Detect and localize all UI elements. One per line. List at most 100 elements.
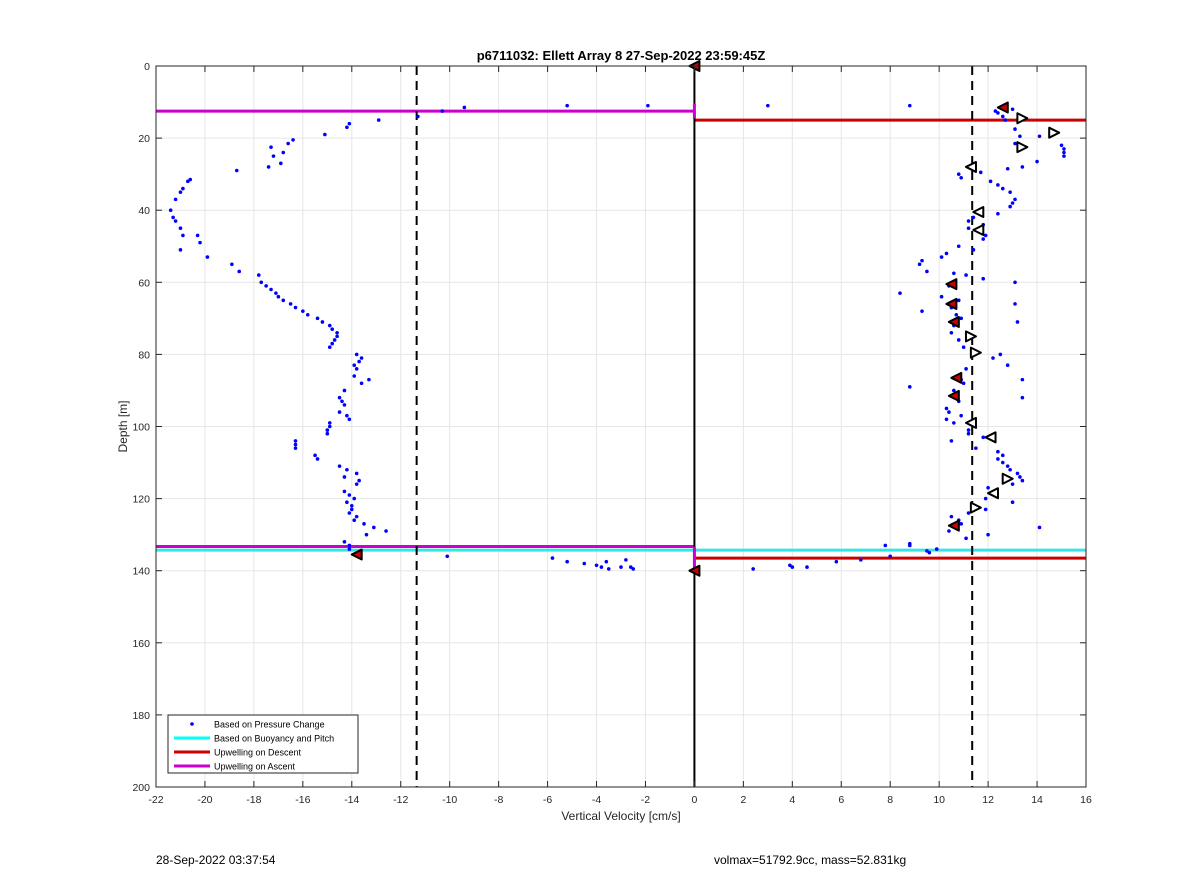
pressure-point bbox=[959, 413, 963, 418]
pressure-point bbox=[1062, 154, 1066, 158]
triangle-marker bbox=[945, 278, 958, 291]
y-tick-label: 20 bbox=[138, 133, 150, 145]
legend-label: Based on Pressure Change bbox=[214, 720, 325, 730]
pressure-point bbox=[966, 428, 971, 432]
pressure-point bbox=[181, 233, 185, 238]
pressure-point bbox=[327, 323, 332, 328]
pressure-point bbox=[354, 471, 359, 476]
pressure-point bbox=[1013, 197, 1017, 202]
pressure-point bbox=[917, 262, 922, 267]
x-tick-label: 12 bbox=[982, 794, 994, 806]
pressure-point bbox=[952, 271, 956, 276]
triangle-marker bbox=[996, 101, 1009, 114]
triangle-marker bbox=[969, 501, 982, 514]
pressure-point bbox=[1020, 478, 1025, 483]
pressure-point bbox=[907, 385, 912, 389]
pressure-point bbox=[1005, 166, 1010, 171]
pressure-point bbox=[349, 507, 354, 512]
pressure-point bbox=[345, 413, 349, 418]
triangle-marker bbox=[1001, 472, 1014, 485]
pressure-point bbox=[325, 428, 330, 432]
y-tick-label: 140 bbox=[132, 566, 150, 578]
pressure-point bbox=[996, 183, 1000, 187]
pressure-point bbox=[259, 280, 264, 285]
x-tick-label: -6 bbox=[543, 794, 552, 806]
pressure-point bbox=[264, 284, 268, 288]
pressure-point bbox=[751, 567, 755, 571]
pressure-point bbox=[335, 330, 339, 335]
pressure-point bbox=[354, 367, 359, 371]
pressure-point bbox=[947, 529, 951, 533]
pressure-point bbox=[347, 511, 352, 515]
pressure-point bbox=[195, 233, 200, 238]
y-tick-label: 60 bbox=[138, 277, 150, 289]
x-tick-label: -16 bbox=[295, 794, 310, 806]
pressure-point bbox=[983, 507, 988, 512]
pressure-point bbox=[959, 522, 963, 526]
pressure-point bbox=[646, 103, 650, 108]
pressure-point bbox=[327, 421, 332, 425]
pressure-point bbox=[1003, 118, 1008, 122]
horizontal-lines bbox=[156, 109, 1086, 560]
pressure-point bbox=[952, 421, 956, 425]
triangle-marker bbox=[969, 346, 982, 359]
y-tick-label: 180 bbox=[132, 710, 150, 722]
pressure-point bbox=[352, 363, 357, 368]
pressure-point bbox=[898, 291, 902, 295]
pressure-point bbox=[384, 529, 388, 533]
pressure-point bbox=[1008, 204, 1012, 209]
pressure-point bbox=[1013, 127, 1017, 131]
x-tick-label: 10 bbox=[933, 794, 945, 806]
pressure-point bbox=[171, 215, 175, 220]
pressure-point bbox=[956, 172, 961, 176]
pressure-point bbox=[178, 248, 183, 252]
pressure-point bbox=[1037, 525, 1042, 530]
x-tick-label: 0 bbox=[691, 794, 697, 806]
y-tick-label: 40 bbox=[138, 205, 150, 217]
x-axis-label: Vertical Velocity [cm/s] bbox=[561, 809, 680, 823]
pressure-point bbox=[944, 406, 949, 411]
pressure-point bbox=[998, 352, 1003, 357]
footer-timestamp: 28-Sep-2022 03:37:54 bbox=[156, 853, 276, 867]
x-tick-label: -10 bbox=[442, 794, 457, 806]
pressure-point bbox=[1005, 464, 1010, 468]
triangle-marker bbox=[984, 431, 997, 444]
pressure-point bbox=[327, 424, 332, 429]
pressure-point bbox=[315, 457, 320, 461]
legend-label: Upwelling on Descent bbox=[214, 748, 302, 758]
pressure-point bbox=[188, 177, 193, 182]
pressure-point bbox=[1020, 377, 1025, 382]
y-tick-label: 100 bbox=[132, 422, 150, 434]
pressure-point bbox=[1010, 201, 1015, 205]
pressure-point bbox=[925, 549, 929, 553]
pressure-point bbox=[1005, 363, 1010, 368]
legend-box bbox=[167, 714, 359, 774]
pressure-point bbox=[971, 215, 976, 220]
pressure-point bbox=[342, 540, 347, 544]
pressure-point bbox=[1059, 143, 1064, 148]
pressure-point bbox=[342, 388, 347, 393]
pressure-point bbox=[234, 168, 239, 173]
pressure-point bbox=[991, 356, 995, 360]
pressure-point bbox=[1000, 460, 1005, 465]
pressure-point bbox=[981, 435, 986, 440]
pressure-point bbox=[364, 532, 369, 537]
triangle-marker bbox=[987, 487, 999, 500]
pressure-point bbox=[340, 399, 344, 404]
pressure-point bbox=[619, 565, 623, 569]
pressure-point bbox=[173, 197, 178, 202]
pressure-point bbox=[1018, 134, 1022, 139]
pressure-point bbox=[1010, 482, 1015, 486]
legend-swatch bbox=[190, 722, 194, 726]
pressure-point bbox=[342, 475, 347, 479]
pressure-point bbox=[1008, 467, 1012, 472]
triangle-marker bbox=[950, 371, 963, 384]
pressure-point bbox=[293, 305, 298, 310]
x-tick-label: 4 bbox=[789, 794, 795, 806]
x-tick-label: -2 bbox=[641, 794, 650, 806]
pressure-point bbox=[888, 554, 893, 559]
pressure-point bbox=[565, 559, 569, 564]
axes: -22 -20 -18 -16 -14 -12 -10 -8 -6 -4 -2 0 2 4 6 8 10 12 14… bbox=[132, 61, 1092, 806]
pressure-point bbox=[988, 179, 993, 184]
x-tick-label: -14 bbox=[344, 794, 359, 806]
